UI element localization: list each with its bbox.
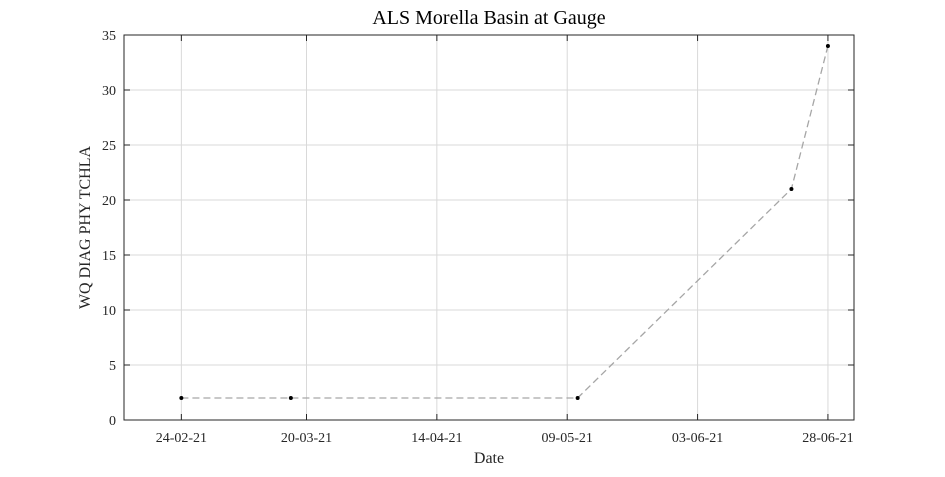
x-tick-label: 03-06-21 <box>672 431 723 446</box>
data-point <box>575 396 580 400</box>
data-point <box>825 44 830 48</box>
data-point <box>288 396 293 400</box>
grid <box>124 35 854 420</box>
data-point <box>789 187 794 191</box>
y-tick-label: 0 <box>109 414 116 429</box>
plot-area-frame <box>123 34 855 421</box>
series <box>179 44 830 400</box>
x-tick-label: 14-04-21 <box>411 431 462 446</box>
y-tick-label: 25 <box>102 139 116 154</box>
y-tick-label: 30 <box>102 84 116 99</box>
x-tick-label: 28-06-21 <box>802 431 853 446</box>
y-tick-label: 5 <box>109 359 116 374</box>
x-tick-label: 24-02-21 <box>156 431 207 446</box>
y-tick-label: 35 <box>102 29 116 44</box>
x-axis-title: Date <box>474 450 504 467</box>
x-tick-label: 20-03-21 <box>281 431 332 446</box>
x-tick-label: 09-05-21 <box>542 431 593 446</box>
data-point <box>179 396 184 400</box>
y-tick-label: 15 <box>102 249 116 264</box>
y-tick-label: 20 <box>102 194 116 209</box>
chart-title: ALS Morella Basin at Gauge <box>372 7 605 29</box>
ticks: 0 5 10 15 20 25 30 35 24-02-21 20-03-21 14-04-21 09… <box>102 29 854 446</box>
y-axis-title: WQ DIAG PHY TCHLA <box>77 146 94 310</box>
y-tick-label: 10 <box>102 304 116 319</box>
